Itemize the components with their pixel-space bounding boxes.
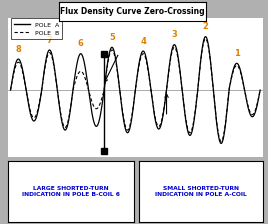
Legend: POLE  A, POLE  B: POLE A, POLE B <box>11 18 62 39</box>
Text: Flux Density Curve Zero-Crossing: Flux Density Curve Zero-Crossing <box>60 7 205 16</box>
Text: 5: 5 <box>109 33 115 42</box>
Text: 1: 1 <box>234 49 240 58</box>
Text: SMALL SHORTED-TURN
INDICATION IN POLE A-COIL: SMALL SHORTED-TURN INDICATION IN POLE A-… <box>155 186 247 197</box>
Text: 2: 2 <box>203 22 209 31</box>
Text: 3: 3 <box>172 30 177 39</box>
Text: 4: 4 <box>140 37 146 46</box>
Text: 8: 8 <box>16 45 21 54</box>
Text: 6: 6 <box>78 39 84 48</box>
Text: 7: 7 <box>47 36 53 45</box>
Text: LARGE SHORTED-TURN
INDICATION IN POLE B-COIL 6: LARGE SHORTED-TURN INDICATION IN POLE B-… <box>22 186 120 197</box>
